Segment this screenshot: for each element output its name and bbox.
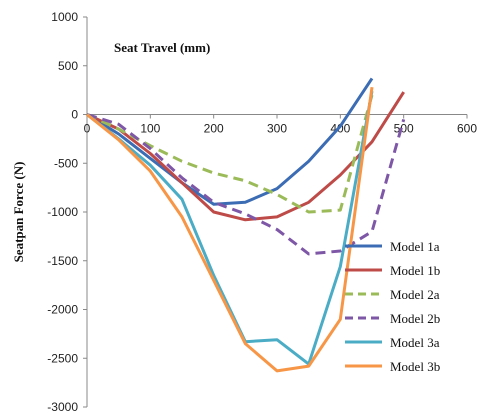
x-axis-title: Seat Travel (mm) [114,40,210,55]
y-tick-label: -2500 [47,351,78,365]
series-line-2 [86,91,405,222]
series-line-1 [86,77,374,206]
y-tick-label: 1000 [51,10,78,24]
series-line-3 [86,94,374,214]
x-tick-label: 600 [457,122,477,136]
legend-label: Model 2b [390,311,440,326]
legend-label: Model 1b [390,263,440,278]
y-axis-title: Seatpan Force (N) [11,162,26,263]
legend-label: Model 2a [390,287,440,302]
x-tick-label: 300 [267,122,287,136]
x-tick-label: 0 [84,122,91,136]
y-tick-label: -1000 [47,205,78,219]
series-line-5 [86,90,374,366]
legend: Model 1a Model 1b Model 2a Model 2b Model 3a… [345,239,440,374]
y-tick-label: -1500 [47,254,78,268]
series-line-6 [86,86,374,373]
y-tick-label: -3000 [47,400,78,414]
y-tick-label: -2000 [47,303,78,317]
y-tick-label: 0 [71,108,78,122]
x-tick-label: 500 [394,122,414,136]
axes: 1000 500 0 -500 -1000 -1500 -2000 -2500 -3000 0 10… [47,10,477,414]
x-tick-label: 200 [204,122,224,136]
legend-label: Model 3a [390,335,440,350]
x-tick-label: 100 [140,122,160,136]
y-tick-label: 500 [58,59,78,73]
legend-label: Model 1a [390,239,440,254]
legend-label: Model 3b [390,359,440,374]
series-lines [86,77,406,373]
y-tick-label: -500 [54,156,78,170]
